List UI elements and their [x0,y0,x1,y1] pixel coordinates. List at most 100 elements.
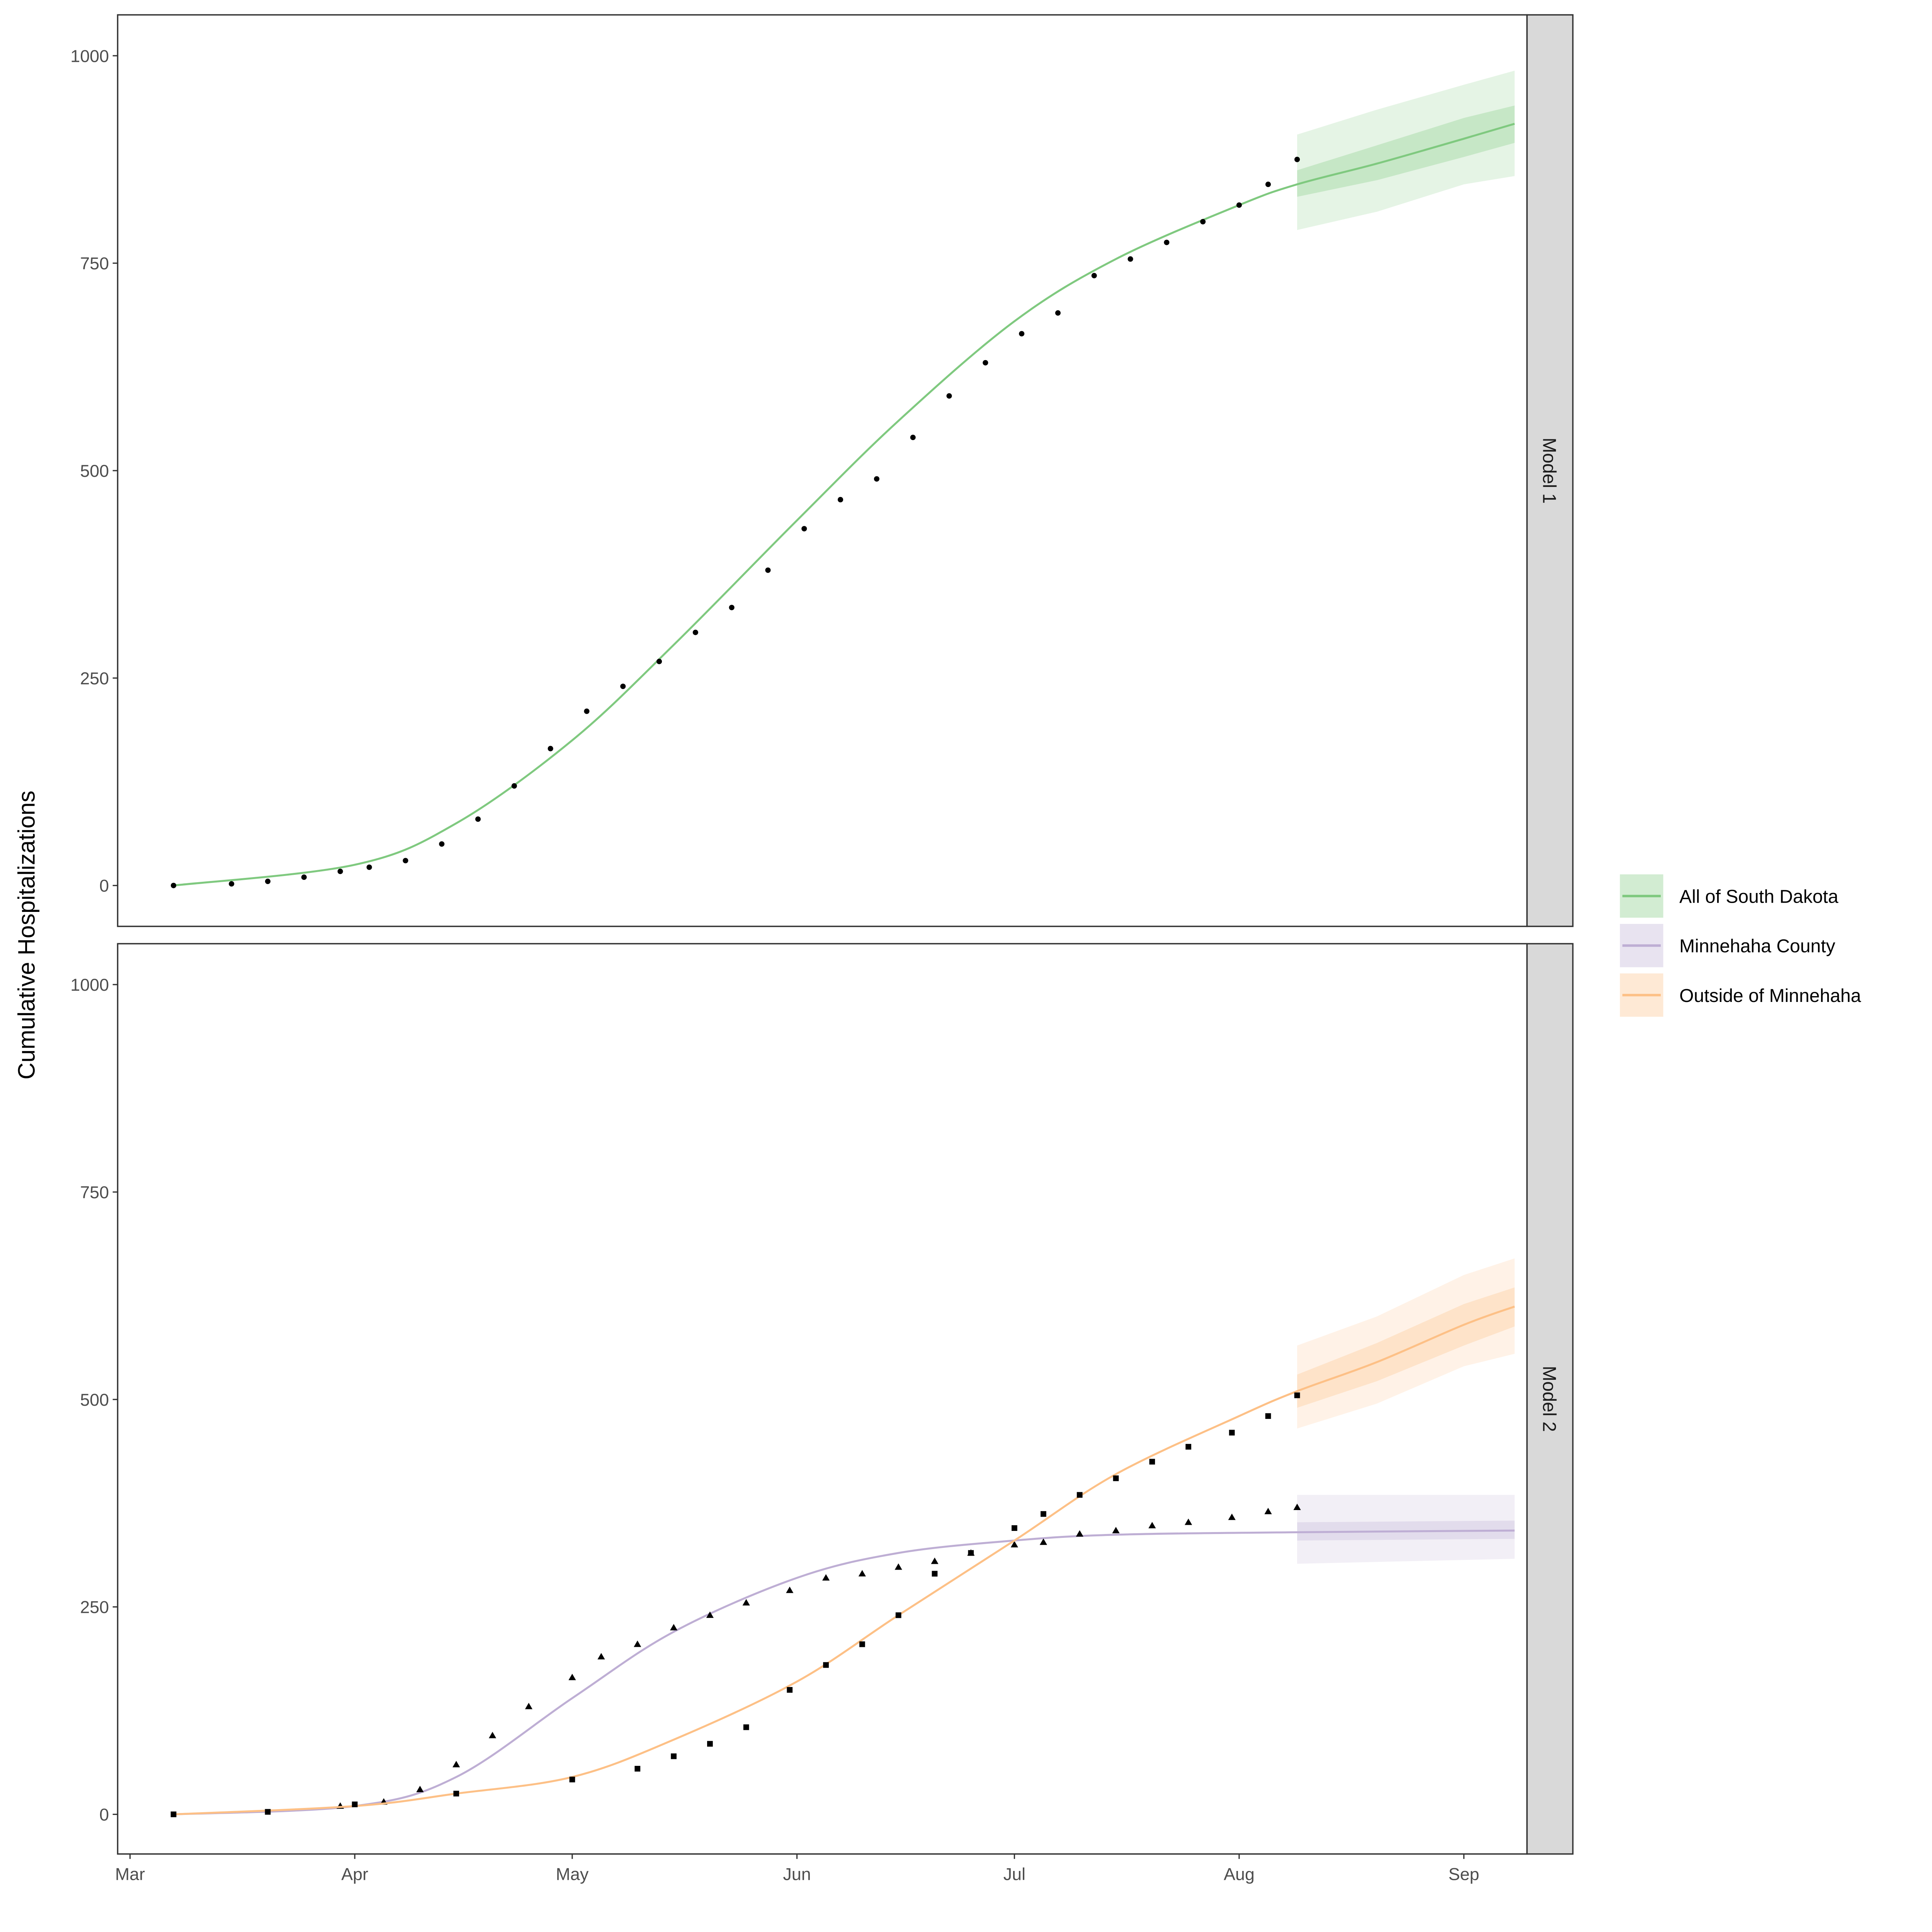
data-point [671,1753,677,1759]
facet-label: Model 1 [1539,437,1560,503]
data-point [1228,1514,1236,1520]
data-point [452,1761,460,1767]
facet-strip [1526,14,1574,927]
data-point [1164,240,1170,245]
legend-label: All of South Dakota [1679,886,1838,907]
data-point [597,1653,605,1660]
data-point [1294,156,1300,162]
legend-item: Outside of Minnehaha [1620,973,1861,1017]
data-point [742,1599,750,1605]
data-point [895,1612,901,1618]
series-minnehaha-county [173,1495,1515,1816]
legend-item: All of South Dakota [1620,874,1838,918]
data-point [822,1574,830,1581]
data-point [1264,1508,1272,1514]
y-tick-label: 0 [99,876,109,896]
data-point [525,1702,532,1709]
panel-1: Model 1 0 250 500 750 1000 [70,14,1574,927]
band-outer-band [1297,1258,1515,1429]
facet-label: Model 2 [1539,1366,1560,1432]
y-tick-label: 1000 [70,975,109,995]
y-tick-label: 250 [80,1597,109,1617]
band-inner-band [1297,1287,1515,1408]
y-tick-label: 500 [80,461,109,481]
fit-line [173,1529,1515,1816]
x-tick-label: May [556,1864,589,1884]
data-point [1077,1492,1083,1498]
facet-strip [1526,943,1574,1855]
data-point [416,1786,424,1793]
data-point [801,526,807,532]
data-point [859,1641,865,1647]
data-point [670,1624,678,1631]
data-point [765,567,771,573]
data-point [743,1724,749,1730]
data-point [823,1662,829,1668]
data-point [403,858,408,864]
legend-label: Outside of Minnehaha [1679,985,1861,1006]
y-axis-label: Cumulative Hospitalizations [14,791,40,1080]
data-point [337,869,343,874]
data-point [170,1811,177,1817]
fit-line [173,122,1515,887]
legend-label: Minnehaha County [1679,936,1835,957]
x-tick-label: Sep [1449,1864,1480,1884]
data-point [932,1571,938,1577]
data-point [1265,1413,1271,1419]
data-point [1091,273,1097,279]
data-point [488,1731,497,1738]
data-point [634,1766,641,1772]
data-point [1293,1503,1301,1510]
panel-2: Model 2 0 250 500 750 1000 Mar Apr May Jun Jul Aug S… [70,943,1574,1884]
data-point [265,1809,271,1815]
data-point [1128,256,1133,262]
data-point [1148,1522,1156,1529]
y-tick-label: 500 [80,1390,109,1410]
band-outer-band [1297,70,1515,230]
data-point [569,1776,575,1782]
data-point [692,629,698,635]
data-point [1185,1444,1191,1450]
y-tick-label: 750 [80,253,109,273]
data-point [1040,1511,1046,1517]
legend-item: Minnehaha County [1620,924,1835,968]
y-tick-label: 750 [80,1182,109,1202]
data-point [729,605,735,611]
data-point [439,841,445,847]
data-point [1039,1538,1047,1545]
data-point [634,1640,641,1647]
x-tick-label: Mar [115,1864,145,1884]
data-point [352,1801,358,1808]
data-point [787,1687,793,1693]
data-point [707,1741,713,1747]
data-point [171,883,177,888]
data-point [786,1587,794,1593]
data-point [475,816,481,822]
data-point [1076,1530,1083,1537]
data-point [265,878,271,884]
data-point [656,658,662,664]
data-point [1019,331,1025,337]
legend: All of South Dakota Minnehaha County Outsi… [1620,874,1861,1017]
data-point [1113,1475,1119,1481]
data-point [1200,219,1206,224]
data-point [1112,1527,1120,1534]
data-point [1184,1519,1192,1525]
data-point [620,684,626,689]
data-point [1055,310,1061,316]
x-tick-label: Aug [1224,1864,1255,1884]
band-inner-band [1297,105,1515,197]
data-point [1010,1541,1018,1548]
data-point [301,874,307,880]
data-point [229,881,235,887]
data-point [1229,1430,1235,1436]
panel-background [117,15,1527,927]
data-point [931,1557,939,1564]
data-point [895,1563,902,1570]
panel-background [117,944,1527,1854]
data-point [874,476,879,482]
y-tick-label: 1000 [70,46,109,66]
data-point [1265,182,1271,187]
data-point [584,708,590,714]
